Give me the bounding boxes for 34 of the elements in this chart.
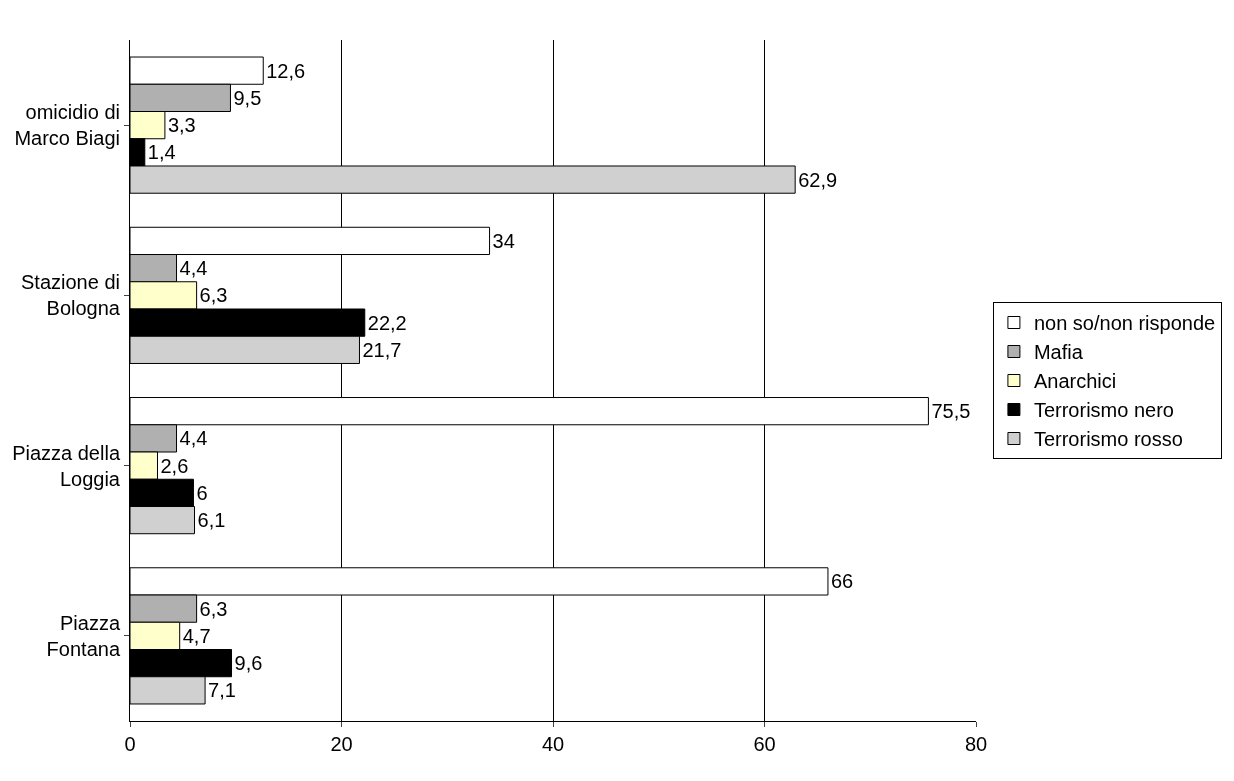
data-label: 21,7 [362, 338, 402, 361]
data-label: 12,6 [266, 59, 306, 82]
legend-label: Mafia [1033, 341, 1084, 364]
data-label: 6,3 [199, 284, 228, 307]
data-label: 6,1 [197, 509, 226, 532]
data-label: 7,1 [208, 679, 236, 702]
data-label: 75,5 [931, 400, 971, 423]
data-label: 9,5 [233, 86, 262, 109]
x-tick-label: 40 [541, 733, 565, 755]
y-tick-label: Piazza Fontana [46, 611, 121, 660]
data-label: 3,3 [167, 114, 196, 137]
legend-label: Terrorismo nero [1033, 399, 1174, 422]
data-label: 66 [830, 570, 854, 593]
y-tick-label: Piazza della Loggia [12, 441, 121, 490]
data-label: 4,4 [179, 257, 208, 280]
data-label: 2,6 [160, 454, 189, 477]
legend-label: non so/non risponde [1033, 312, 1216, 335]
data-label: 4,4 [179, 427, 208, 450]
data-label: 9,6 [234, 652, 263, 675]
x-tick-label: 0 [124, 733, 136, 755]
x-tick-label: 20 [330, 733, 353, 755]
data-label: 62,9 [798, 168, 838, 191]
x-tick-label: 80 [964, 733, 988, 755]
legend-label: Terrorismo rosso [1033, 428, 1183, 451]
data-label: 1,4 [147, 141, 176, 164]
data-label: 4,7 [182, 624, 211, 647]
data-label: 6 [196, 481, 208, 504]
y-tick-label: omicidio di Marco Biagi [14, 101, 120, 150]
data-label: 6,3 [199, 597, 228, 620]
data-label: 22,2 [367, 311, 407, 334]
data-label: 34 [492, 229, 515, 252]
legend-label: Anarchici [1033, 370, 1117, 393]
x-tick-label: 60 [753, 733, 776, 755]
y-tick-label: Stazione di Bologna [21, 271, 121, 320]
